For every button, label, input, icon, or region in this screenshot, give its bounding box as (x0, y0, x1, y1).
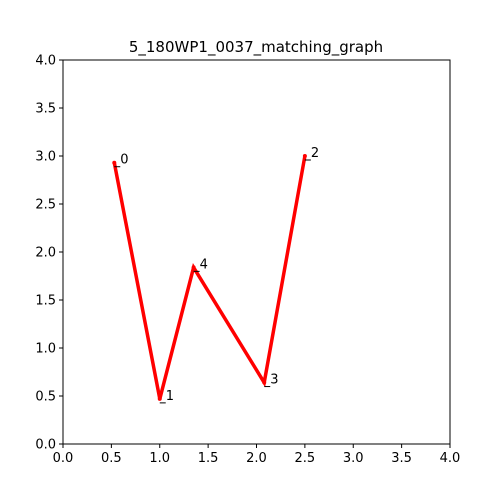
node-label-2: 2 (311, 146, 319, 161)
x-tick-label: 4.0 (440, 451, 461, 466)
node-labels: 0 1 4 3 2 (114, 146, 319, 404)
y-tick-label: 1.0 (35, 342, 56, 357)
y-tick-label: 4.0 (35, 54, 56, 69)
node-label-3: 3 (270, 373, 278, 388)
y-tick-label: 3.5 (35, 102, 56, 117)
y-tick-label: 2.5 (35, 198, 56, 213)
plot-frame (62, 59, 451, 445)
y-tick-label: 0.0 (35, 438, 56, 453)
y-tick-label: 2.0 (35, 246, 56, 261)
series-line (112, 154, 307, 401)
node-point-3 (262, 380, 267, 385)
x-tick-label: 1.0 (149, 451, 170, 466)
x-tick-label: 2.5 (295, 451, 316, 466)
node-point-4 (191, 265, 196, 270)
x-tick-label: 0.5 (101, 451, 122, 466)
y-tick-label: 1.5 (35, 294, 56, 309)
node-label-1: 1 (166, 389, 174, 404)
node-point-2 (302, 154, 307, 158)
chart-title: 5_180WP1_0037_matching_graph (129, 38, 383, 57)
node-point-1 (157, 396, 162, 401)
x-tick-label: 2.0 (246, 451, 267, 466)
x-tick-label: 3.0 (343, 451, 364, 466)
x-tick-label: 1.5 (198, 451, 219, 466)
axes: 0.0 0.5 1.0 1.5 2.0 2.5 3.0 3.5 4.0 0.0 0.5 1.0 1.5 2… (35, 54, 460, 467)
x-tick-label: 3.5 (391, 451, 412, 466)
node-point-0 (112, 160, 117, 165)
node-label-0: 0 (120, 153, 128, 168)
y-tick-label: 0.5 (35, 390, 56, 405)
y-tick-label: 3.0 (35, 150, 56, 165)
graph-path (112, 155, 307, 400)
x-tick-label: 0.0 (53, 451, 74, 466)
node-label-4: 4 (200, 257, 208, 272)
